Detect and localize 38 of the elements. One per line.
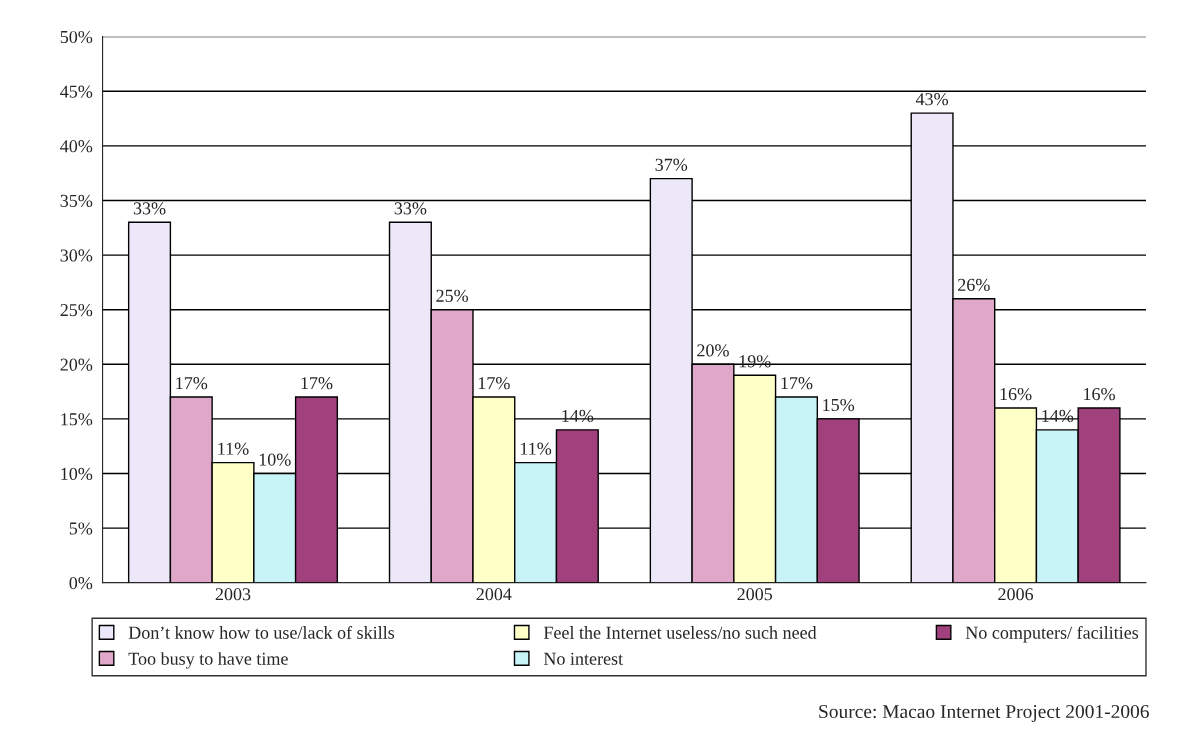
y-tick-label: 45% xyxy=(60,85,93,98)
y-tick-label: 20% xyxy=(60,358,93,371)
data-label: 20% xyxy=(697,344,729,357)
legend-label: Feel the Internet useless/no such need xyxy=(543,626,817,639)
y-tick-label: 40% xyxy=(60,140,93,153)
y-tick-label: 5% xyxy=(69,522,93,535)
y-tick-label: 30% xyxy=(60,249,93,262)
data-label: 37% xyxy=(655,158,688,171)
data-label: 11% xyxy=(520,442,552,455)
y-tick-label: 35% xyxy=(60,194,93,207)
y-tick-label: 50% xyxy=(60,30,93,44)
y-tick-label: 15% xyxy=(61,413,93,426)
data-label: 17% xyxy=(781,377,813,390)
x-tick-label: 2006 xyxy=(998,588,1034,601)
x-tick-label: 2005 xyxy=(737,588,773,601)
legend-label: Don’t know how to use/lack of skills xyxy=(128,625,395,639)
data-label: 25% xyxy=(436,289,469,302)
y-tick-label: 25% xyxy=(60,303,93,317)
data-label: 10% xyxy=(259,453,291,466)
y-tick-label: 0% xyxy=(69,576,93,590)
legend-label: No computers/ facilities xyxy=(965,625,1139,643)
data-label: 17% xyxy=(176,377,208,390)
data-label: 33% xyxy=(133,202,166,215)
data-label: 33% xyxy=(394,202,427,215)
data-label: 17% xyxy=(301,377,333,390)
data-label: 26% xyxy=(958,278,990,291)
data-label: 11% xyxy=(218,442,249,455)
data-label: 16% xyxy=(1000,387,1032,401)
legend-label: No interest xyxy=(543,652,623,665)
x-tick-label: 2004 xyxy=(476,588,512,601)
source-note: Source: Macao Internet Project 2001-2006 xyxy=(819,704,1149,723)
data-label: 16% xyxy=(1084,387,1115,401)
data-label: 15% xyxy=(823,398,855,412)
data-label: 17% xyxy=(478,377,510,390)
y-tick-label: 10% xyxy=(61,467,93,481)
x-tick-label: 2003 xyxy=(215,588,251,601)
legend-label: Too busy to have time xyxy=(128,652,288,669)
data-label: 43% xyxy=(915,93,949,106)
